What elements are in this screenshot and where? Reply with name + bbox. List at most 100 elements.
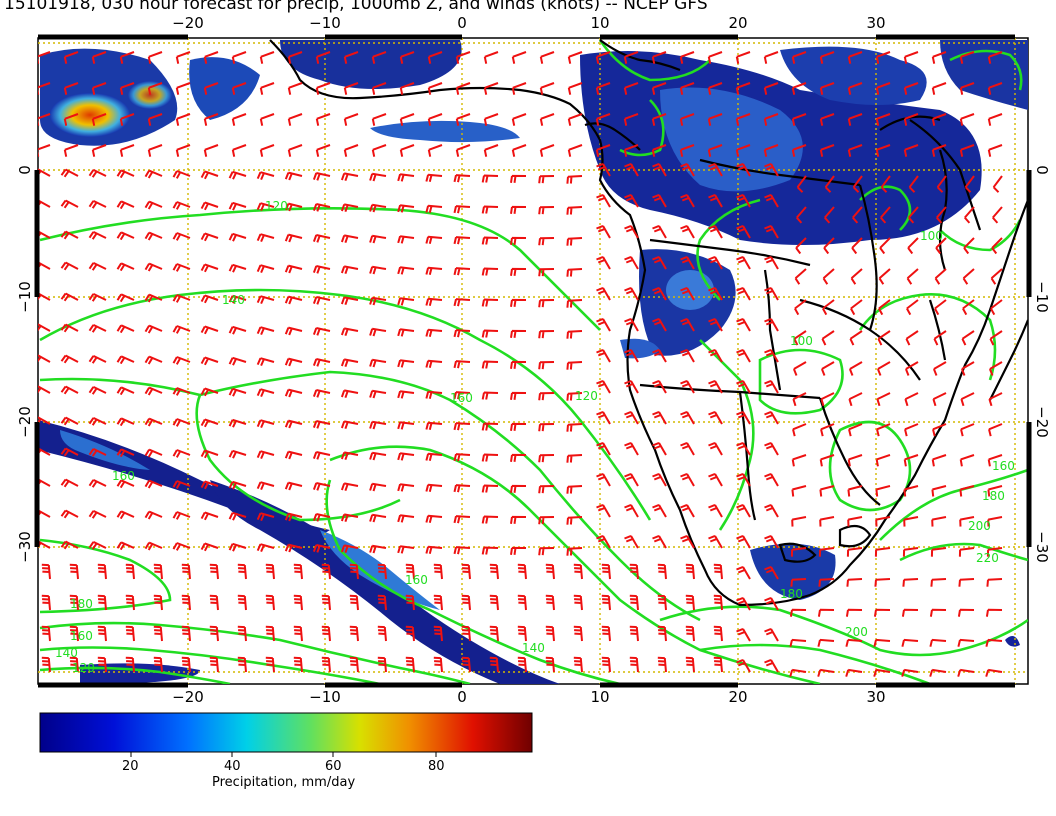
wind-barb [708,255,723,270]
wind-barb [60,261,79,271]
wind-barb [41,594,51,611]
wind-barb [433,563,443,580]
wind-barb [679,82,695,95]
wind-barb [764,286,779,301]
wind-barb [652,317,667,332]
wind-barb [936,206,947,224]
wind-barb [685,656,695,673]
wind-barb [228,480,247,490]
wind-barb [657,656,667,673]
wind-barb [489,656,499,673]
wind-barb [763,51,779,64]
wind-barb [312,451,331,460]
lat-label-right: −10 [1033,281,1051,313]
wind-barb [88,323,107,333]
wind-barb [901,638,919,647]
wind-barb [425,297,443,307]
wind-barb [147,144,163,157]
wind-barb [60,447,79,457]
contour-label: 180 [982,489,1005,503]
wind-barb [846,578,863,587]
wind-barb [228,232,247,242]
wind-barb [397,297,415,306]
wind-barb [713,656,723,673]
wind-barb [399,144,415,157]
wind-barb [116,417,135,427]
wind-barb [397,235,415,244]
wind-barb [461,656,471,673]
colorbar-tick-label: 20 [122,759,139,774]
wind-barb [959,82,975,95]
wind-barb [228,387,247,397]
wind-barb [399,51,415,64]
wind-barb [97,625,107,642]
wind-barb [172,201,191,210]
wind-barb [510,515,527,524]
wind-barb [651,82,667,95]
wind-barb [736,658,751,673]
wind-barb [902,578,919,587]
contour-label: 160 [112,469,135,483]
wind-barb [181,563,191,580]
wind-barb [623,82,639,95]
wind-barb [287,82,303,95]
wind-barb [680,224,695,239]
wind-barb [116,324,135,334]
wind-barb [265,594,275,611]
lon-label-top: 20 [728,14,747,32]
wind-barb [69,563,79,580]
wind-barb [349,594,359,611]
wind-barb [119,144,135,157]
wind-barb [293,656,303,673]
wind-barb [340,389,359,399]
lon-label-top: 0 [457,14,467,32]
wind-barb [60,354,79,364]
wind-barb [315,113,331,126]
wind-barb [453,422,471,431]
wind-barb [510,360,527,369]
wind-barb [181,656,191,673]
wind-barb [573,625,583,642]
wind-barb [708,441,723,456]
wind-barb [987,454,1003,467]
wind-barb [231,113,247,126]
wind-barb [200,294,219,304]
wind-barb [822,268,835,285]
wind-barb [147,51,163,64]
wind-barb [929,638,947,647]
wind-barb [601,656,611,673]
wind-barb [397,483,415,492]
wind-barb [959,485,975,497]
wind-barb [545,656,555,673]
wind-barb [119,113,135,126]
wind-barb [175,144,191,157]
wind-barb [652,224,667,239]
wind-barb [596,162,611,177]
lat-labels-right: 0 −10 −20 −30 [1033,165,1051,563]
wind-barb [237,625,247,642]
lon-label-bottom: −10 [309,688,341,706]
wind-barb [929,608,947,617]
wind-barb [312,172,331,181]
wind-barb [935,237,947,255]
wind-barb [566,175,583,184]
wind-barb [88,168,107,178]
wind-barb [652,410,667,425]
wind-barb [847,454,863,467]
wind-barb [371,82,387,95]
wind-barb [851,237,863,255]
wind-barb [624,441,639,456]
wind-barb [397,421,415,430]
wind-barb [172,542,191,551]
wind-barb [259,51,275,64]
wind-barb [340,482,359,492]
wind-barb [91,51,107,64]
contour-label: 160 [992,459,1015,473]
wind-barb [989,330,1003,346]
wind-barb [961,330,975,346]
wind-barb [481,453,499,462]
wind-barb [990,299,1003,316]
wind-barb [708,193,723,208]
wind-barb [343,51,359,64]
wind-barb [566,392,583,401]
